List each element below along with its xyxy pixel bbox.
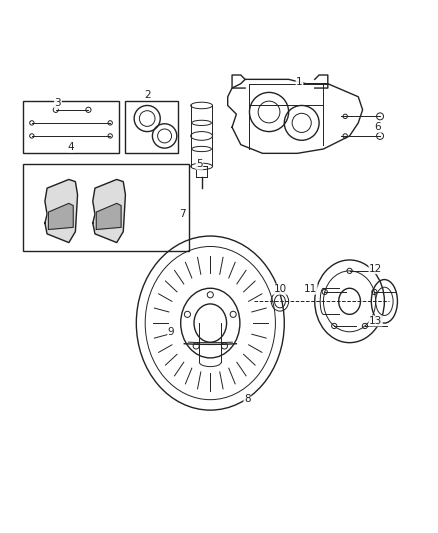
Bar (23, 164, 188, 251)
Text: 2: 2 (144, 90, 151, 100)
Text: 12: 12 (369, 264, 382, 273)
Bar (125, 101, 178, 154)
Text: 10: 10 (273, 284, 286, 294)
Text: 13: 13 (369, 316, 382, 326)
Polygon shape (45, 180, 78, 243)
Bar (23, 101, 119, 154)
Text: 9: 9 (168, 327, 174, 337)
Text: 8: 8 (244, 394, 251, 404)
Text: 4: 4 (68, 142, 74, 152)
Polygon shape (96, 204, 121, 230)
Text: 5: 5 (196, 159, 203, 169)
Polygon shape (93, 180, 125, 243)
Text: 6: 6 (374, 122, 381, 132)
Polygon shape (48, 204, 73, 230)
Text: 7: 7 (179, 209, 185, 219)
Text: 3: 3 (55, 98, 61, 108)
Text: 1: 1 (296, 77, 303, 86)
Text: 11: 11 (304, 284, 317, 294)
